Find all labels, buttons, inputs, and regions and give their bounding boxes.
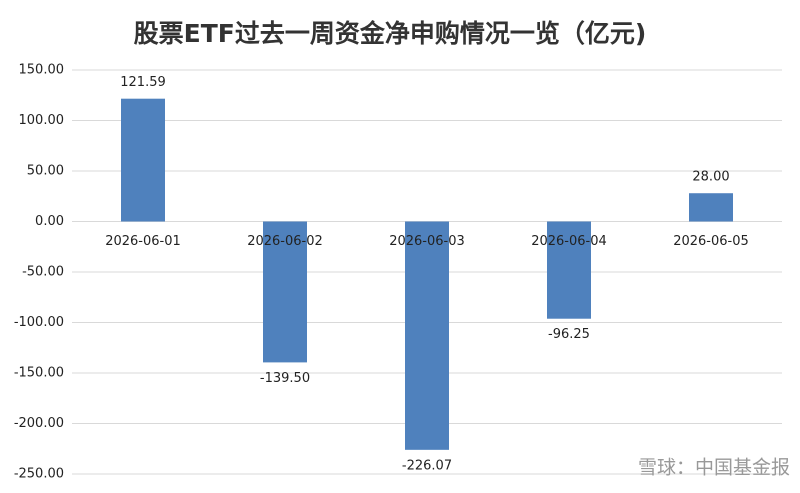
y-tick-label: -50.00	[22, 265, 64, 280]
bar	[121, 98, 165, 222]
x-tick-label: 2026-06-04	[531, 234, 607, 249]
y-tick-label: -250.00	[14, 467, 64, 482]
y-tick-label: 100.00	[19, 113, 65, 128]
data-label: -226.07	[402, 458, 452, 473]
y-tick-label: -150.00	[14, 366, 64, 381]
x-tick-label: 2026-06-02	[247, 234, 323, 249]
x-tick-label: 2026-06-03	[389, 234, 465, 249]
x-tick-label: 2026-06-05	[673, 234, 749, 249]
labels: -250.00 -200.00 -150.00 -100.00 -50.00 0.00 50…	[14, 63, 749, 482]
data-label: -139.50	[260, 371, 310, 386]
data-label: 121.59	[120, 75, 166, 90]
bar	[689, 193, 733, 222]
bars	[121, 98, 733, 450]
bar	[405, 221, 449, 450]
y-tick-label: 0.00	[35, 214, 64, 229]
bar	[547, 221, 591, 319]
bar	[263, 221, 307, 363]
x-tick-label: 2026-06-01	[105, 234, 181, 249]
chart-title: 股票ETF过去一周资金净申购情况一览（亿元)	[134, 19, 647, 48]
y-tick-label: 150.00	[19, 63, 65, 78]
y-tick-label: -100.00	[14, 315, 64, 330]
y-tick-label: 50.00	[27, 164, 64, 179]
y-tick-label: -200.00	[14, 416, 64, 431]
data-label: 28.00	[692, 170, 729, 185]
watermark: 雪球：中国基金报	[638, 457, 790, 479]
data-label: -96.25	[548, 327, 590, 342]
